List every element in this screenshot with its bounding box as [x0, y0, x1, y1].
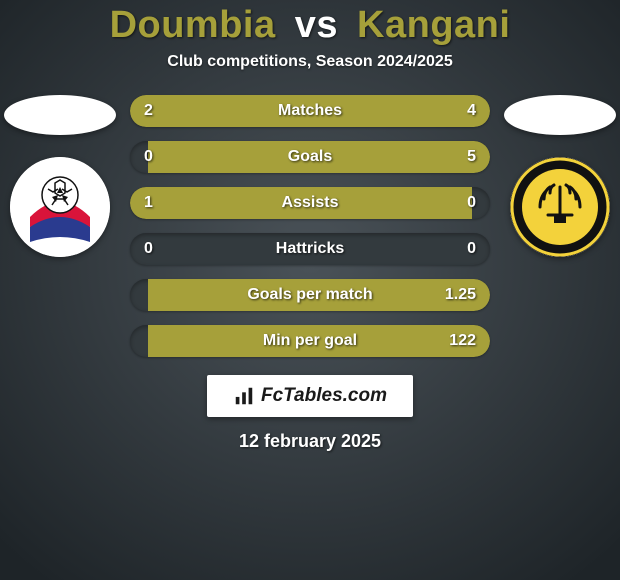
stat-label: Matches	[278, 102, 342, 120]
date-text: 12 february 2025	[239, 431, 381, 452]
stat-bar: 0 0 Hattricks	[130, 233, 490, 265]
player2-name: Kangani	[357, 4, 510, 46]
stat-value-right: 0	[467, 240, 476, 258]
stat-value-right: 0	[467, 194, 476, 212]
brand-box: FcTables.com	[207, 375, 413, 417]
stat-label: Hattricks	[276, 240, 344, 258]
stat-value-right: 4	[467, 102, 476, 120]
stat-label: Goals per match	[247, 286, 372, 304]
stat-value-left: 2	[144, 102, 153, 120]
stat-bar: 0 5 Goals	[130, 141, 490, 173]
left-flag-oval	[4, 95, 116, 135]
left-club-svg	[10, 157, 110, 257]
player1-name: Doumbia	[110, 4, 276, 46]
stat-label: Assists	[282, 194, 339, 212]
right-club-svg	[510, 157, 610, 257]
subtitle-text: Club competitions, Season 2024/2025	[0, 53, 620, 71]
footer: FcTables.com 12 february 2025	[0, 375, 620, 452]
stat-value-right: 1.25	[445, 286, 476, 304]
stat-value-left: 0	[144, 148, 153, 166]
stat-label: Goals	[288, 148, 332, 166]
right-flag-oval	[504, 95, 616, 135]
stat-bars-column: 2 4 Matches 0 5 Goals 1 0 Assists 0 0 Hattricks 1.25…	[130, 95, 490, 357]
stat-bar: 1.25 Goals per match	[130, 279, 490, 311]
stat-label: Min per goal	[263, 332, 357, 350]
stat-bar: 1 0 Assists	[130, 187, 490, 219]
right-club-logo	[510, 157, 610, 257]
chart-icon	[233, 385, 255, 407]
vs-text: vs	[295, 4, 338, 46]
main-content-row: 2 4 Matches 0 5 Goals 1 0 Assists 0 0 Hattricks 1.25…	[0, 95, 620, 357]
stat-bar: 2 4 Matches	[130, 95, 490, 127]
left-column	[0, 95, 120, 257]
comparison-title: Doumbia vs Kangani	[0, 4, 620, 47]
brand-text: FcTables.com	[261, 385, 387, 407]
infographic-root: Doumbia vs Kangani Club competitions, Se…	[0, 0, 620, 580]
stat-value-left: 1	[144, 194, 153, 212]
right-column	[500, 95, 620, 257]
stat-value-right: 5	[467, 148, 476, 166]
stat-bar: 122 Min per goal	[130, 325, 490, 357]
stat-value-left: 0	[144, 240, 153, 258]
left-club-logo	[10, 157, 110, 257]
stat-value-right: 122	[449, 332, 476, 350]
